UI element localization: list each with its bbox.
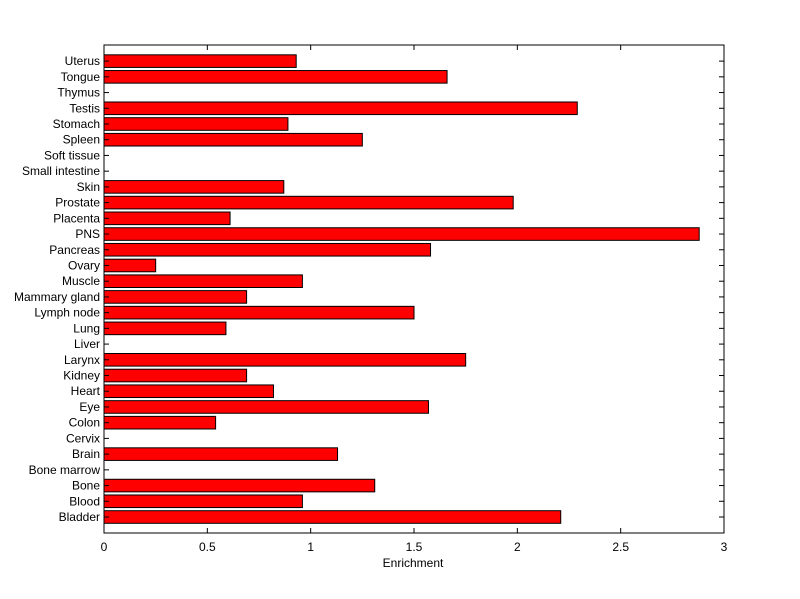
plot-frame	[103, 44, 725, 534]
y-tick-label-skin: Skin	[77, 180, 100, 194]
bar-ovary	[103, 258, 157, 273]
y-tick-label-brain: Brain	[72, 447, 100, 461]
bar-skin	[103, 180, 285, 194]
bar-tongue	[103, 70, 448, 84]
y-tick-label-cervix: Cervix	[66, 431, 100, 445]
bar-heart	[103, 384, 274, 399]
bar-bone	[103, 478, 376, 493]
x-tick-label-5: 2.5	[612, 540, 629, 554]
y-tick-label-bladder: Bladder	[59, 510, 100, 524]
y-tick-label-thymus: Thymus	[57, 86, 100, 100]
x-tick-label-4: 2	[514, 540, 521, 554]
bar-pancreas	[103, 242, 432, 257]
bar-pns	[103, 227, 700, 241]
x-tick-label-3: 1.5	[406, 540, 423, 554]
bar-prostate	[103, 195, 514, 210]
y-tick-label-stomach: Stomach	[53, 117, 100, 131]
y-tick-label-small-intestine: Small intestine	[22, 164, 100, 178]
y-tick-label-pancreas: Pancreas	[49, 243, 100, 257]
y-tick-label-placenta: Placenta	[53, 211, 100, 225]
y-tick-label-liver: Liver	[74, 337, 100, 351]
bar-blood	[103, 494, 303, 509]
y-tick-label-lung: Lung	[73, 321, 100, 335]
x-tick-label-0: 0	[101, 540, 108, 554]
y-tick-label-bone-marrow: Bone marrow	[29, 463, 101, 477]
bar-lung	[103, 321, 227, 336]
y-tick-label-kidney: Kidney	[63, 369, 100, 383]
y-tick-label-lymph-node: Lymph node	[34, 306, 100, 320]
bar-spleen	[103, 132, 363, 147]
bar-muscle	[103, 274, 303, 288]
y-tick-label-pns: PNS	[75, 227, 100, 241]
y-tick-label-heart: Heart	[71, 384, 101, 398]
y-tick-label-ovary: Ovary	[68, 258, 100, 272]
y-tick-label-eye: Eye	[79, 400, 100, 414]
bar-brain	[103, 447, 339, 461]
bar-lymph-node	[103, 305, 415, 320]
bar-mammary-gland	[103, 290, 248, 304]
bar-eye	[103, 400, 429, 414]
y-tick-label-spleen: Spleen	[63, 133, 100, 147]
bar-testis	[103, 101, 578, 116]
bar-kidney	[103, 368, 248, 383]
bar-colon	[103, 415, 217, 430]
y-tick-label-bone: Bone	[72, 479, 100, 493]
y-tick-label-blood: Blood	[69, 494, 100, 508]
bar-uterus	[103, 54, 297, 68]
x-tick-label-1: 0.5	[199, 540, 216, 554]
y-tick-label-prostate: Prostate	[55, 196, 100, 210]
y-tick-label-testis: Testis	[69, 101, 100, 115]
y-tick-label-colon: Colon	[69, 416, 100, 430]
bar-placenta	[103, 211, 231, 226]
y-tick-label-uterus: Uterus	[65, 54, 100, 68]
y-tick-label-muscle: Muscle	[62, 274, 100, 288]
x-tick-label-6: 3	[721, 540, 728, 554]
y-tick-label-tongue: Tongue	[61, 70, 101, 84]
bar-bladder	[103, 510, 562, 524]
y-tick-label-larynx: Larynx	[64, 353, 100, 367]
bar-stomach	[103, 117, 289, 131]
y-tick-label-soft-tissue: Soft tissue	[44, 148, 100, 162]
y-tick-label-mammary-gland: Mammary gland	[14, 290, 100, 304]
x-axis-title: Enrichment	[383, 556, 444, 570]
x-tick-label-2: 1	[307, 540, 314, 554]
bar-larynx	[103, 353, 467, 367]
